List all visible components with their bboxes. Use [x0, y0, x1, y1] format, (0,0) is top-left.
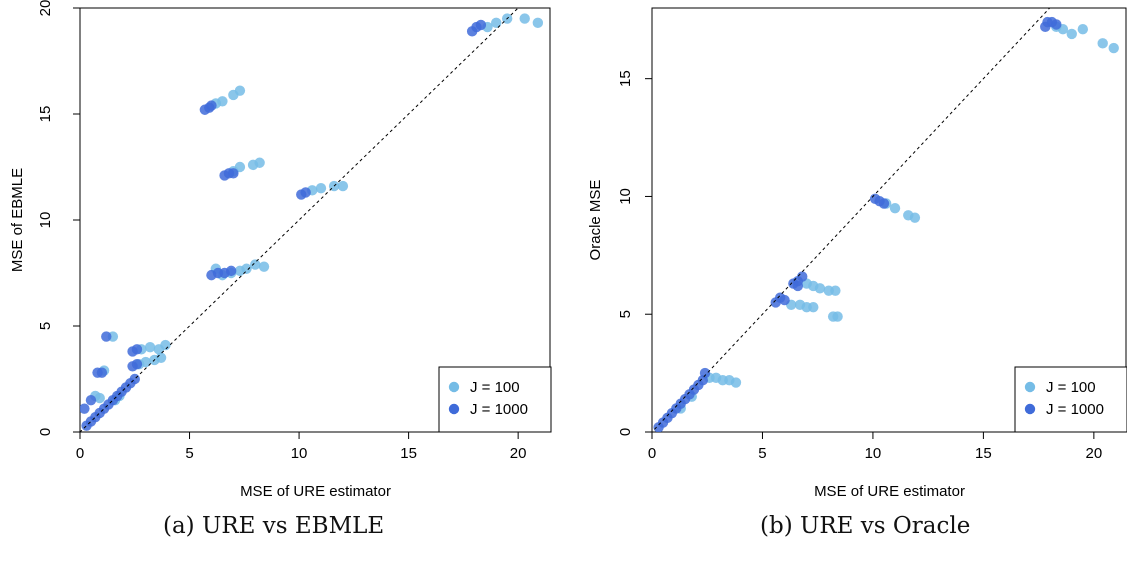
- x-tick-label: 5: [185, 445, 193, 462]
- data-point: [903, 210, 914, 221]
- data-point: [144, 342, 156, 353]
- legend-marker: [448, 403, 460, 415]
- legend-marker: [448, 381, 460, 393]
- data-point: [823, 285, 834, 296]
- caption-a: (a) URE vs EBMLE: [163, 513, 385, 539]
- diagonal-reference-line: [80, 8, 519, 432]
- y-axis-label: Oracle MSE: [587, 180, 604, 261]
- plot-area: [80, 8, 544, 432]
- y-tick-label: 5: [617, 310, 634, 318]
- x-tick-label: 20: [510, 445, 527, 462]
- x-tick-label: 0: [648, 445, 656, 462]
- data-point: [770, 297, 781, 308]
- legend-marker: [1024, 381, 1036, 393]
- data-point: [1051, 19, 1062, 30]
- y-tick-label: 10: [617, 188, 634, 205]
- data-point: [206, 100, 217, 111]
- data-point: [153, 344, 165, 355]
- y-tick-label: 0: [37, 428, 54, 436]
- data-point: [94, 392, 105, 404]
- data-point: [1097, 38, 1108, 49]
- y-tick-label: 10: [37, 212, 54, 229]
- series-j100: [675, 21, 1119, 414]
- chart-panel-b: 0 5 10 15 20 0 5 10 15 MSE of URE estimator Oracle…: [587, 7, 1127, 500]
- legend: J = 100 J = 1000: [438, 366, 552, 433]
- data-point: [779, 294, 790, 306]
- data-point: [1066, 28, 1077, 40]
- data-point: [250, 259, 261, 270]
- legend-marker: [1024, 403, 1036, 415]
- x-tick-label: 15: [975, 445, 992, 462]
- plot-area: [652, 8, 1119, 432]
- x-axis-label: MSE of URE estimator: [814, 483, 965, 500]
- data-point: [1108, 42, 1119, 54]
- y-tick-label: 15: [617, 70, 634, 87]
- legend: J = 100 J = 1000: [1014, 366, 1127, 433]
- legend-label: J = 100: [1046, 379, 1096, 396]
- data-point: [699, 367, 711, 379]
- data-point: [337, 180, 349, 192]
- y-axis-label: MSE of EBMLE: [9, 168, 26, 272]
- y-tick-label: 15: [37, 106, 54, 123]
- data-point: [92, 367, 103, 378]
- series-j1000: [653, 16, 1062, 432]
- y-tick-label: 20: [37, 0, 54, 16]
- x-axis-label: MSE of URE estimator: [240, 483, 391, 500]
- legend-box: [438, 366, 552, 433]
- data-point: [475, 19, 487, 31]
- data-point: [827, 311, 839, 322]
- data-point: [258, 261, 270, 272]
- data-point: [491, 17, 502, 29]
- data-point: [315, 183, 327, 194]
- data-point: [234, 265, 246, 277]
- data-point: [225, 265, 237, 277]
- data-point: [228, 168, 239, 179]
- x-tick-label: 15: [400, 445, 417, 462]
- x-tick-label: 0: [76, 445, 84, 462]
- data-point: [300, 187, 311, 198]
- x-tick-label: 10: [865, 445, 882, 462]
- data-point: [228, 89, 239, 101]
- y-tick-label: 0: [617, 428, 634, 436]
- caption-b: (b) URE vs Oracle: [760, 513, 971, 539]
- data-point: [794, 299, 806, 310]
- data-point: [1077, 24, 1089, 35]
- chart-figure: 0 5 10 15 20 0 5 10 15 20 MSE of URE estimator MSE …: [9, 0, 1127, 500]
- legend-label: J = 1000: [1046, 401, 1104, 418]
- data-point: [80, 403, 90, 414]
- data-point: [129, 373, 140, 385]
- x-tick-label: 10: [291, 445, 308, 462]
- data-point: [101, 331, 112, 342]
- x-tick-label: 20: [1086, 445, 1103, 462]
- y-tick-label: 5: [37, 322, 54, 330]
- chart-panel-a: 0 5 10 15 20 0 5 10 15 20 MSE of URE estimator MSE …: [9, 0, 552, 500]
- legend-box: [1014, 366, 1127, 433]
- legend-label: J = 100: [470, 379, 520, 396]
- series-j100: [90, 13, 544, 406]
- data-point: [85, 395, 97, 406]
- data-point: [247, 159, 259, 171]
- data-point: [131, 344, 143, 355]
- data-point: [792, 280, 804, 292]
- data-point: [878, 198, 890, 209]
- data-point: [889, 203, 901, 214]
- data-point: [131, 358, 143, 370]
- x-tick-label: 5: [758, 445, 766, 462]
- plot-frame: [651, 7, 1127, 433]
- data-point: [532, 17, 544, 29]
- data-point: [519, 13, 530, 24]
- legend-label: J = 1000: [470, 401, 528, 418]
